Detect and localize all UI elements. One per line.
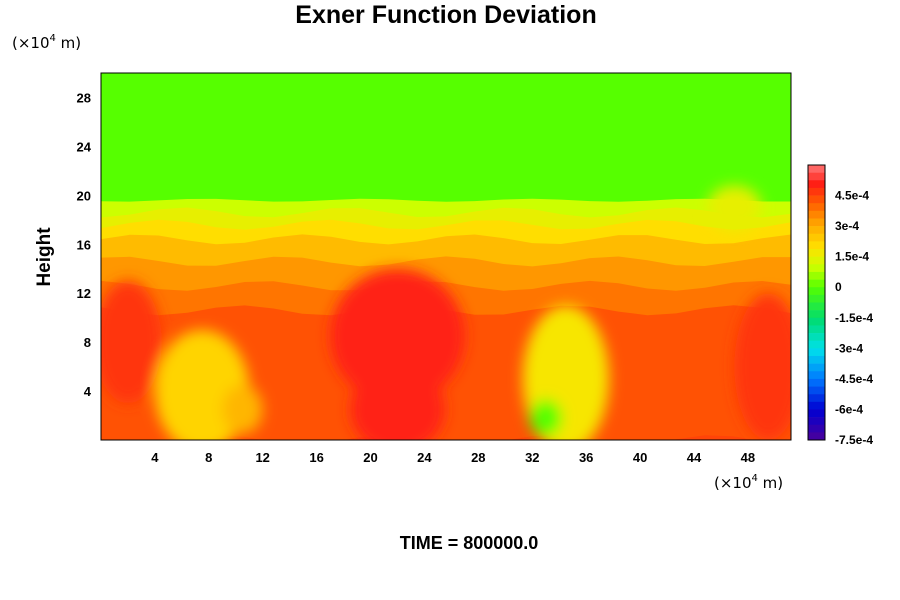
colorbar-swatch	[808, 325, 825, 334]
y-tick-label: 16	[77, 237, 91, 252]
x-unit-prefix: (×10	[714, 474, 752, 492]
colorbar-swatch	[808, 187, 825, 196]
x-tick-label: 28	[471, 450, 485, 465]
x-tick-label: 4	[151, 450, 159, 465]
colorbar-swatch	[808, 340, 825, 349]
x-unit-suffix: m)	[758, 474, 783, 492]
colorbar-swatch	[808, 333, 825, 341]
colorbar-swatch	[808, 417, 825, 426]
colorbar-swatch	[808, 241, 825, 250]
plot-frame	[100, 72, 792, 441]
y-axis-label: Height	[34, 227, 55, 287]
x-tick-label: 16	[309, 450, 323, 465]
x-tick-label: 24	[417, 450, 432, 465]
colorbar-tick-label: -4.5e-4	[835, 372, 873, 386]
colorbar-swatch	[808, 317, 825, 326]
colorbar-swatch	[808, 249, 825, 257]
colorbar-swatch	[808, 432, 825, 441]
colorbar-swatch	[808, 371, 825, 380]
colorbar-tick-label: -7.5e-4	[835, 433, 873, 447]
x-unit-label: (×104 m)	[714, 473, 783, 492]
colorbar-swatch	[808, 218, 825, 227]
colorbar-swatch	[808, 401, 825, 410]
colorbar-tick-label: -6e-4	[835, 402, 863, 416]
colorbar-tick-label: 1.5e-4	[835, 250, 869, 264]
colorbar-tick-label: 0	[835, 280, 842, 294]
colorbar-swatch	[808, 180, 825, 189]
colorbar-swatch	[808, 279, 825, 288]
colorbar-swatch	[808, 348, 825, 357]
colorbar-swatch	[808, 195, 825, 204]
colorbar-swatch	[808, 271, 825, 280]
x-tick-label: 48	[741, 450, 755, 465]
colorbar-swatch	[808, 394, 825, 403]
colorbar-swatch	[808, 386, 825, 395]
colorbar-swatch	[808, 226, 825, 235]
y-tick-label: 12	[77, 286, 91, 301]
colorbar-swatch	[808, 165, 825, 173]
colorbar-swatch	[808, 302, 825, 311]
colorbar-swatch	[808, 233, 825, 242]
colorbar-swatch	[808, 264, 825, 273]
y-tick-label: 8	[84, 335, 91, 350]
y-unit-label: (×104 m)	[12, 33, 81, 52]
time-label: TIME = 800000.0	[400, 533, 539, 553]
field-low	[707, 185, 762, 230]
colorbar-swatch	[808, 363, 825, 372]
colorbar-tick-label: -3e-4	[835, 341, 863, 355]
field-low	[222, 384, 263, 434]
x-tick-label: 40	[633, 450, 647, 465]
field-high	[350, 366, 445, 440]
colorbar-tick-label: -1.5e-4	[835, 311, 873, 325]
y-tick-label: 24	[77, 139, 92, 154]
colorbar-swatch	[808, 294, 825, 303]
y-tick-labels: 4 8 12 16 20 24 28	[77, 91, 92, 400]
y-tick-label: 20	[77, 188, 91, 203]
x-tick-label: 12	[255, 450, 269, 465]
colorbar	[807, 164, 826, 441]
colorbar-swatch	[808, 378, 825, 387]
colorbar-swatch	[808, 287, 825, 296]
colorbar-swatch	[808, 310, 825, 319]
colorbar-swatch	[808, 355, 825, 364]
plot-area	[101, 73, 791, 440]
y-unit-exp: 4	[50, 33, 56, 44]
x-tick-label: 36	[579, 450, 593, 465]
x-tick-label: 8	[205, 450, 212, 465]
y-tick-label: 4	[84, 384, 92, 399]
x-tick-labels: 4 8 12 16 20 24 28 32 36 40 44 48	[151, 450, 755, 465]
field-low	[529, 399, 562, 437]
x-tick-label: 20	[363, 450, 377, 465]
colorbar-swatch	[808, 424, 825, 433]
field-high	[101, 280, 162, 404]
colorbar-tick-label: 4.5e-4	[835, 189, 869, 203]
x-tick-label: 44	[687, 450, 702, 465]
y-unit-prefix: (×10	[12, 34, 50, 52]
x-unit-exp: 4	[752, 473, 758, 484]
y-tick-label: 28	[77, 91, 91, 106]
colorbar-swatch	[808, 210, 825, 219]
y-unit-suffix: m)	[56, 34, 81, 52]
colorbar-swatch	[808, 256, 825, 265]
x-tick-label: 32	[525, 450, 539, 465]
colorbar-swatch	[808, 203, 825, 212]
colorbar-swatch	[808, 409, 825, 418]
colorbar-tick-label: 3e-4	[835, 219, 859, 233]
field-high	[330, 268, 465, 404]
field-high	[734, 293, 791, 440]
colorbar-swatch	[808, 172, 825, 181]
chart-title: Exner Function Deviation	[295, 1, 596, 29]
colorbar-frame	[807, 164, 826, 441]
colorbar-labels: 4.5e-4 3e-4 1.5e-4 0 -1.5e-4 -3e-4 -4.5e-4 -6e-…	[835, 189, 873, 447]
